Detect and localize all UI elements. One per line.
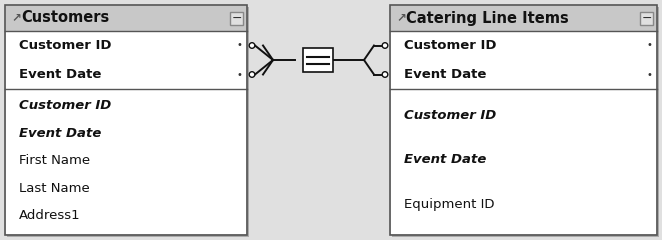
Text: −: − — [231, 12, 242, 24]
Text: Event Date: Event Date — [19, 126, 101, 140]
Text: •: • — [646, 41, 652, 50]
Text: Customers: Customers — [21, 11, 109, 25]
Text: Customer ID: Customer ID — [19, 99, 111, 112]
Bar — [390, 5, 657, 235]
Circle shape — [249, 72, 255, 77]
Circle shape — [382, 72, 388, 77]
Text: Event Date: Event Date — [19, 68, 101, 81]
Text: ↗: ↗ — [11, 12, 21, 24]
Circle shape — [382, 43, 388, 48]
Bar — [640, 12, 653, 24]
Text: •: • — [236, 41, 242, 50]
Circle shape — [249, 43, 255, 48]
Text: Customer ID: Customer ID — [404, 39, 496, 52]
Text: Catering Line Items: Catering Line Items — [406, 11, 569, 25]
Text: Last Name: Last Name — [19, 182, 90, 195]
Bar — [5, 5, 247, 235]
Bar — [6, 89, 246, 234]
Text: First Name: First Name — [19, 154, 90, 167]
Bar — [6, 31, 246, 89]
Text: Event Date: Event Date — [404, 68, 487, 81]
Bar — [6, 6, 246, 31]
Bar — [7, 7, 249, 237]
Text: Equipment ID: Equipment ID — [404, 198, 495, 210]
Text: Address1: Address1 — [19, 209, 81, 222]
Text: −: − — [641, 12, 652, 24]
Text: •: • — [646, 70, 652, 79]
Text: Customer ID: Customer ID — [404, 109, 496, 122]
Text: •: • — [236, 70, 242, 79]
Text: Event Date: Event Date — [404, 153, 487, 166]
Bar — [303, 48, 334, 72]
Bar — [391, 89, 656, 234]
Bar — [391, 31, 656, 89]
Bar — [230, 12, 243, 24]
Text: ↗: ↗ — [396, 12, 406, 24]
Bar — [392, 7, 659, 237]
Bar — [391, 6, 656, 31]
Text: Customer ID: Customer ID — [19, 39, 111, 52]
